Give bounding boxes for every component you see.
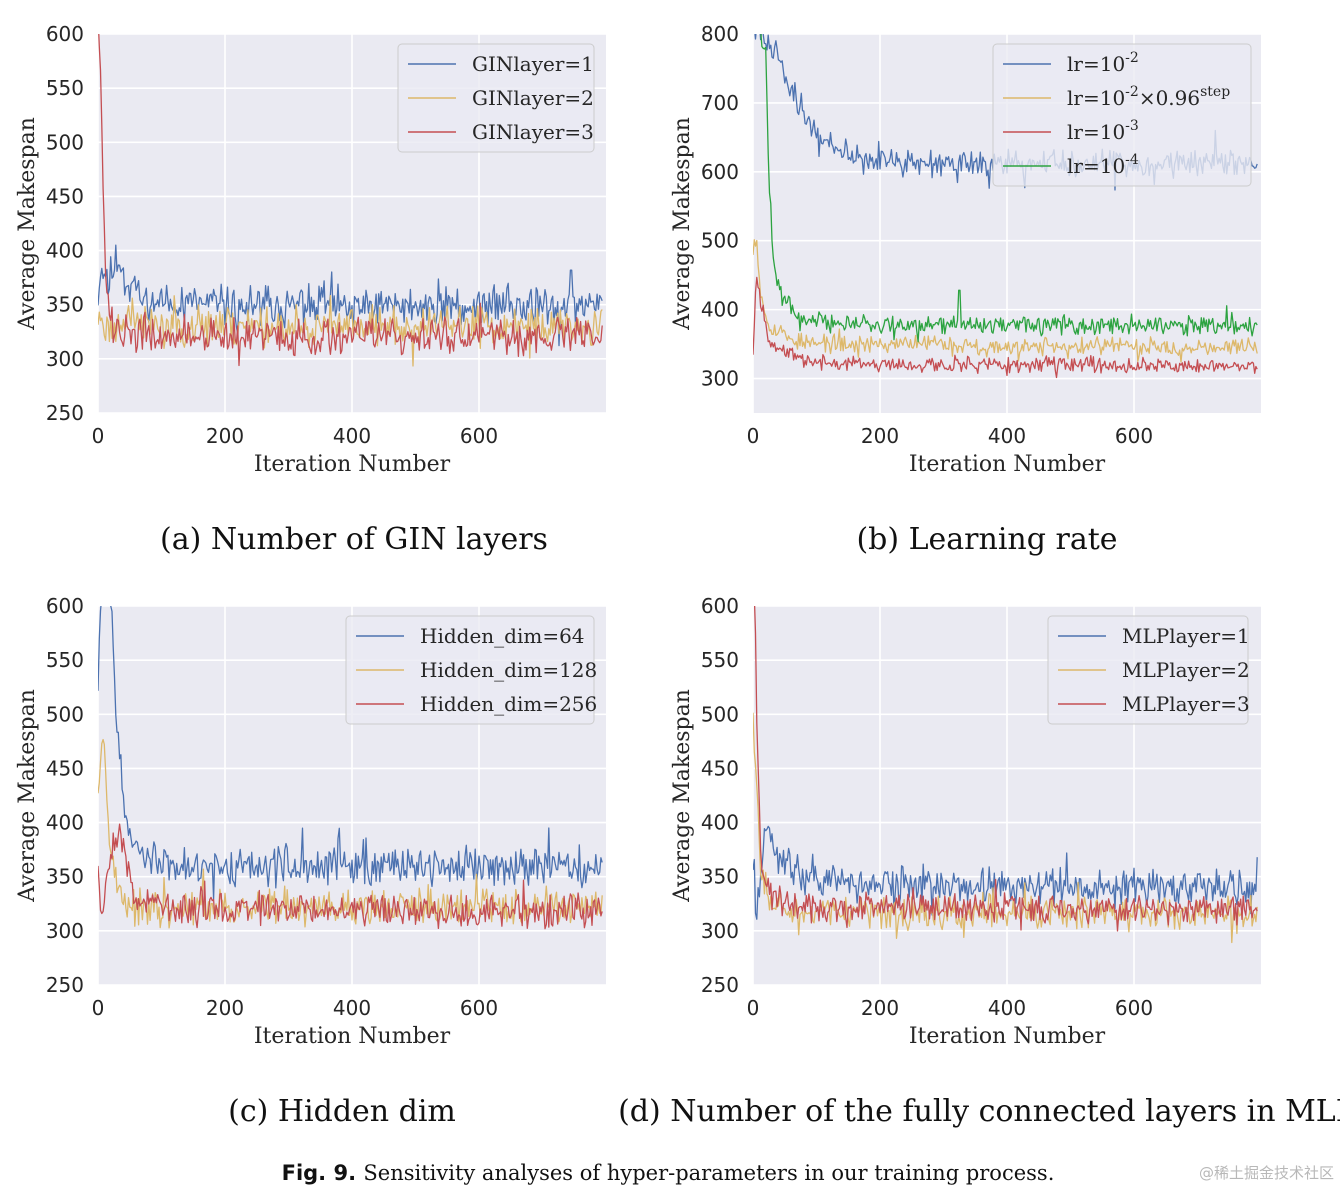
y-tick-label: 700 bbox=[701, 91, 739, 115]
chart-d: 0 200 400 600 250 300 350 400 450 500 550 600 Iterat… bbox=[618, 594, 1340, 1129]
x-tick-label: 600 bbox=[1115, 424, 1153, 448]
y-axis-label: Average Makespan bbox=[670, 689, 695, 903]
y-tick-label: 250 bbox=[701, 973, 739, 997]
y-tick-label: 400 bbox=[701, 811, 739, 835]
legend-box bbox=[397, 43, 595, 153]
series-line-1 bbox=[753, 825, 1258, 920]
y-tick-label: 600 bbox=[701, 160, 739, 184]
legend-box bbox=[1047, 615, 1249, 725]
series-line-2 bbox=[98, 295, 603, 367]
x-tick-label: 0 bbox=[747, 424, 760, 448]
x-tick-label: 200 bbox=[861, 996, 899, 1020]
legend-label: lr=10-3 bbox=[1067, 118, 1139, 144]
legend-box bbox=[992, 43, 1252, 187]
series-line-3 bbox=[98, 823, 603, 930]
legend-label: GINlayer=3 bbox=[472, 120, 594, 144]
legend: Hidden_dim=64 Hidden_dim=128 Hidden_dim=25… bbox=[345, 615, 597, 725]
x-axis-label: Iteration Number bbox=[254, 1024, 451, 1049]
y-tick-label: 500 bbox=[701, 229, 739, 253]
panel-caption: (c) Hidden dim bbox=[228, 1094, 456, 1129]
x-tick-label: 0 bbox=[747, 996, 760, 1020]
y-axis-label: Average Makespan bbox=[15, 689, 40, 903]
x-tick-label: 400 bbox=[988, 996, 1026, 1020]
legend-label: lr=10-4 bbox=[1067, 152, 1139, 178]
y-tick-label: 600 bbox=[701, 594, 739, 618]
y-tick-label: 600 bbox=[46, 594, 84, 618]
figure-caption: Fig. 9. Sensitivity analyses of hyper-pa… bbox=[282, 1161, 1055, 1185]
legend-label: Hidden_dim=256 bbox=[420, 692, 597, 716]
y-tick-label: 600 bbox=[46, 22, 84, 46]
y-axis-label: Average Makespan bbox=[15, 117, 40, 331]
y-tick-label: 450 bbox=[46, 756, 84, 780]
panel-caption: (b) Learning rate bbox=[856, 522, 1117, 557]
chart-a: 0 200 400 600 250 300 350 400 450 500 550 600 Iterat… bbox=[15, 22, 606, 557]
y-tick-label: 400 bbox=[701, 298, 739, 322]
x-tick-label: 600 bbox=[460, 996, 498, 1020]
legend-label: MLPlayer=3 bbox=[1122, 692, 1250, 716]
series-line-3 bbox=[753, 276, 1258, 379]
x-tick-label: 200 bbox=[206, 424, 244, 448]
y-tick-label: 550 bbox=[46, 76, 84, 100]
y-tick-label: 350 bbox=[46, 865, 84, 889]
legend-label: Hidden_dim=128 bbox=[420, 658, 597, 682]
panel-caption: (a) Number of GIN layers bbox=[160, 522, 548, 557]
panel-caption: (d) Number of the fully connected layers… bbox=[618, 1094, 1340, 1129]
legend-label: Hidden_dim=64 bbox=[420, 624, 585, 648]
x-tick-label: 600 bbox=[1115, 996, 1153, 1020]
legend-label: GINlayer=2 bbox=[472, 86, 594, 110]
legend: GINlayer=1 GINlayer=2 GINlayer=3 bbox=[397, 43, 595, 153]
series-line-2 bbox=[753, 239, 1258, 363]
legend-label: MLPlayer=2 bbox=[1122, 658, 1250, 682]
x-tick-label: 400 bbox=[333, 424, 371, 448]
y-tick-label: 500 bbox=[701, 702, 739, 726]
y-tick-label: 400 bbox=[46, 811, 84, 835]
series-line-1 bbox=[98, 606, 603, 900]
legend: MLPlayer=1 MLPlayer=2 MLPlayer=3 bbox=[1047, 615, 1250, 725]
series-group bbox=[753, 606, 1258, 944]
y-axis-label: Average Makespan bbox=[670, 117, 695, 331]
chart-c: 0 200 400 600 250 300 350 400 450 500 550 600 Iterat… bbox=[15, 594, 606, 1129]
y-tick-label: 500 bbox=[46, 702, 84, 726]
x-tick-label: 200 bbox=[206, 996, 244, 1020]
series-line-2 bbox=[753, 712, 1258, 944]
y-tick-label: 550 bbox=[701, 648, 739, 672]
y-tick-label: 450 bbox=[46, 184, 84, 208]
y-tick-label: 350 bbox=[46, 293, 84, 317]
y-tick-label: 400 bbox=[46, 239, 84, 263]
legend-label: lr=10-2 bbox=[1067, 50, 1139, 76]
x-tick-label: 0 bbox=[92, 424, 105, 448]
x-tick-label: 600 bbox=[460, 424, 498, 448]
legend: lr=10-2 lr=10-2×0.96step lr=10-3 lr=10-4 bbox=[992, 43, 1252, 187]
series-group bbox=[98, 34, 603, 367]
y-tick-label: 300 bbox=[46, 347, 84, 371]
x-axis-label: Iteration Number bbox=[909, 452, 1106, 477]
series-group bbox=[98, 606, 603, 930]
watermark: @稀土掘金技术社区 bbox=[1199, 1164, 1334, 1182]
x-tick-label: 400 bbox=[988, 424, 1026, 448]
legend-box bbox=[345, 615, 595, 725]
x-tick-label: 400 bbox=[333, 996, 371, 1020]
y-tick-label: 350 bbox=[701, 865, 739, 889]
series-line-3 bbox=[753, 606, 1258, 932]
series-line-4 bbox=[760, 34, 1258, 343]
x-axis-label: Iteration Number bbox=[909, 1024, 1106, 1049]
legend-label: MLPlayer=1 bbox=[1122, 624, 1250, 648]
series-line-3 bbox=[98, 34, 603, 367]
y-tick-label: 250 bbox=[46, 401, 84, 425]
y-tick-label: 300 bbox=[701, 919, 739, 943]
x-tick-label: 0 bbox=[92, 996, 105, 1020]
y-tick-label: 800 bbox=[701, 22, 739, 46]
chart-b: 0 200 400 600 300 400 500 600 700 800 Iteration Nu… bbox=[670, 22, 1261, 557]
y-tick-label: 550 bbox=[46, 648, 84, 672]
legend-label: lr=10-2×0.96step bbox=[1067, 84, 1230, 110]
y-tick-label: 300 bbox=[701, 367, 739, 391]
y-tick-label: 500 bbox=[46, 130, 84, 154]
legend-label: GINlayer=1 bbox=[472, 52, 594, 76]
y-tick-label: 250 bbox=[46, 973, 84, 997]
y-tick-label: 300 bbox=[46, 919, 84, 943]
x-axis-label: Iteration Number bbox=[254, 452, 451, 477]
y-tick-label: 450 bbox=[701, 756, 739, 780]
x-tick-label: 200 bbox=[861, 424, 899, 448]
